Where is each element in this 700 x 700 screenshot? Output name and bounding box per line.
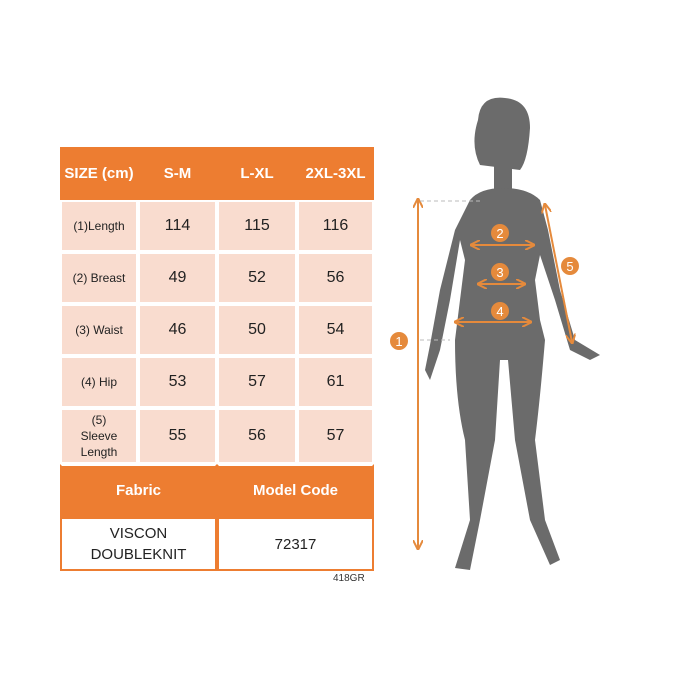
table-row: (1)Length 114 115 116 bbox=[60, 200, 374, 252]
row-label: (4) Hip bbox=[60, 356, 138, 408]
cell-value: 116 bbox=[297, 200, 374, 252]
fabric-value-row: VISCON DOUBLEKNIT 72317 bbox=[60, 517, 374, 571]
row-label: (3) Waist bbox=[60, 304, 138, 356]
cell-value: 49 bbox=[138, 252, 217, 304]
header-s-m: S-M bbox=[138, 147, 217, 200]
cell-value: 54 bbox=[297, 304, 374, 356]
cell-value: 115 bbox=[217, 200, 297, 252]
svg-text:2: 2 bbox=[496, 226, 503, 241]
marker-2: 2 bbox=[491, 224, 509, 242]
size-chart-table: SIZE (cm) S-M L-XL 2XL-3XL (1)Length 114… bbox=[60, 147, 374, 571]
table-row: (5) Sleeve Length 55 56 57 bbox=[60, 408, 374, 464]
marker-3: 3 bbox=[491, 263, 509, 281]
fabric-label: Fabric bbox=[60, 464, 217, 517]
header-size: SIZE (cm) bbox=[60, 147, 138, 200]
marker-4: 4 bbox=[491, 302, 509, 320]
row-label: (2) Breast bbox=[60, 252, 138, 304]
cell-value: 55 bbox=[138, 408, 217, 464]
cell-value: 61 bbox=[297, 356, 374, 408]
model-code-value: 72317 bbox=[217, 517, 374, 571]
cell-value: 50 bbox=[217, 304, 297, 356]
table-row: (3) Waist 46 50 54 bbox=[60, 304, 374, 356]
fabric-value: VISCON DOUBLEKNIT bbox=[60, 517, 217, 571]
row-label: (1)Length bbox=[60, 200, 138, 252]
cell-value: 56 bbox=[217, 408, 297, 464]
cell-value: 57 bbox=[217, 356, 297, 408]
header-l-xl: L-XL bbox=[217, 147, 297, 200]
marker-5: 5 bbox=[561, 257, 579, 275]
cell-value: 46 bbox=[138, 304, 217, 356]
table-header-row: SIZE (cm) S-M L-XL 2XL-3XL bbox=[60, 147, 374, 200]
svg-text:5: 5 bbox=[566, 259, 573, 274]
fabric-header-row: Fabric Model Code bbox=[60, 464, 374, 517]
header-2xl-3xl: 2XL-3XL bbox=[297, 147, 374, 200]
table-row: (2) Breast 49 52 56 bbox=[60, 252, 374, 304]
cell-value: 57 bbox=[297, 408, 374, 464]
cell-value: 56 bbox=[297, 252, 374, 304]
cell-value: 52 bbox=[217, 252, 297, 304]
sleeve-arrow bbox=[545, 205, 572, 342]
row-label: (5) Sleeve Length bbox=[60, 408, 138, 464]
cell-value: 53 bbox=[138, 356, 217, 408]
svg-text:3: 3 bbox=[496, 265, 503, 280]
product-code: 418GR bbox=[333, 573, 365, 584]
silhouette bbox=[425, 97, 600, 570]
model-code-label: Model Code bbox=[217, 464, 374, 517]
cell-value: 114 bbox=[138, 200, 217, 252]
svg-text:4: 4 bbox=[496, 304, 503, 319]
marker-1: 1 bbox=[390, 332, 408, 350]
table-row: (4) Hip 53 57 61 bbox=[60, 356, 374, 408]
svg-text:1: 1 bbox=[395, 334, 402, 349]
